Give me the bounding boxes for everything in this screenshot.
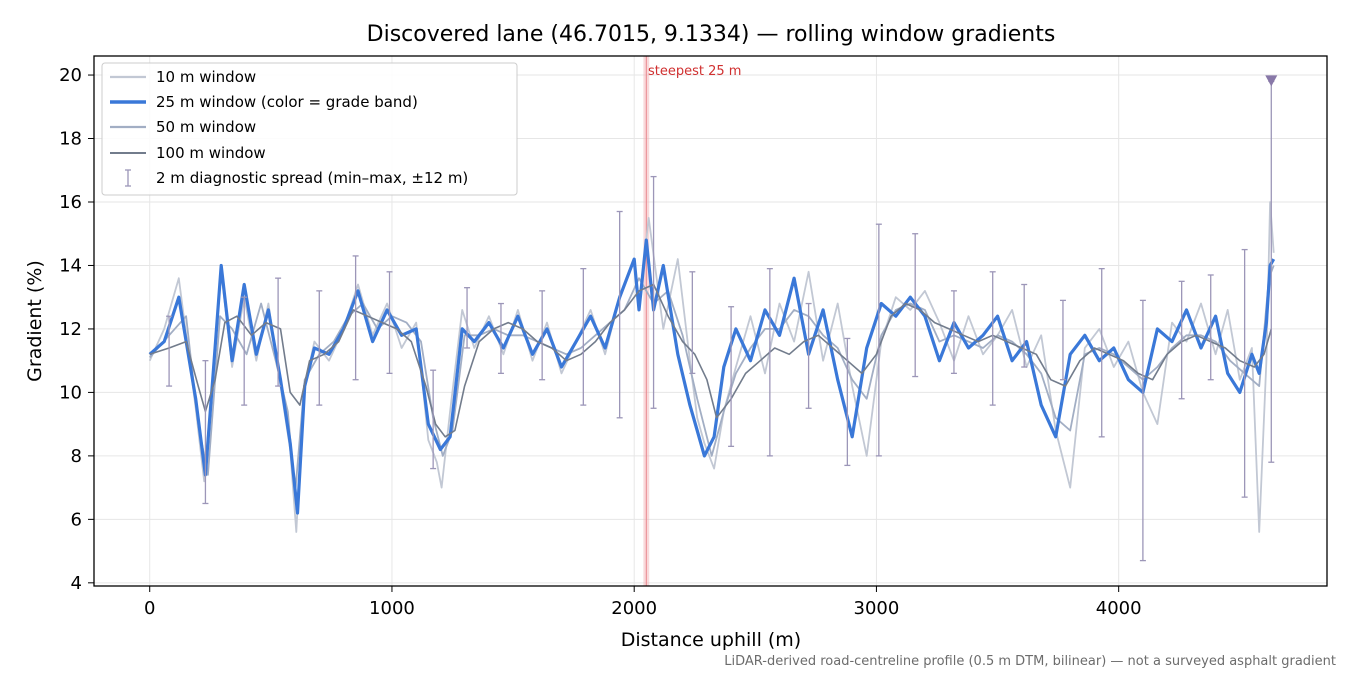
errorbar xyxy=(728,306,735,448)
errorbar xyxy=(580,267,587,406)
errorbar xyxy=(1241,248,1248,498)
errorbar xyxy=(989,271,996,406)
errorbar xyxy=(1059,299,1066,381)
legend-label: 50 m window xyxy=(156,118,256,136)
peak-marker xyxy=(1265,75,1278,87)
y-tick-label: 12 xyxy=(59,319,82,340)
errorbar xyxy=(875,223,882,457)
y-tick-label: 10 xyxy=(59,382,82,403)
errorbar xyxy=(1139,299,1146,562)
steepest-band xyxy=(643,56,650,586)
errorbar xyxy=(275,277,282,387)
errorbar xyxy=(352,255,359,381)
errorbar xyxy=(766,267,773,457)
errorbar xyxy=(1098,267,1105,438)
x-tick-label: 1000 xyxy=(369,598,415,619)
y-tick-label: 4 xyxy=(71,573,82,594)
y-tick-label: 18 xyxy=(59,129,82,150)
x-tick-label: 4000 xyxy=(1096,598,1142,619)
errorbar xyxy=(1021,283,1028,368)
y-axis-ticks: 4 6 8 10 12 14 16 18 20 xyxy=(59,65,94,594)
legend-swatch xyxy=(125,169,131,187)
series-line-1 xyxy=(148,201,1275,533)
legend: 10 m window 25 m window (color = grade ba… xyxy=(101,62,518,196)
footnote: LiDAR-derived road-centreline profile (0… xyxy=(724,654,1336,669)
errorbar xyxy=(950,290,957,375)
y-tick-label: 8 xyxy=(71,446,82,467)
errorbar xyxy=(497,302,504,375)
x-axis-ticks: 0 1000 2000 3000 4000 xyxy=(144,586,1142,619)
series-layer xyxy=(148,201,1276,533)
errorbar-layer xyxy=(166,80,1275,562)
gridlines xyxy=(94,56,1327,586)
errorbar xyxy=(844,337,851,467)
errorbar xyxy=(430,369,437,470)
y-tick-label: 16 xyxy=(59,192,82,213)
errorbar xyxy=(539,290,546,381)
x-tick-label: 2000 xyxy=(611,598,657,619)
steepest-label: steepest 25 m xyxy=(648,64,741,79)
errorbar xyxy=(386,271,393,375)
y-tick-label: 6 xyxy=(71,509,82,530)
x-axis-label: Distance uphill (m) xyxy=(621,629,801,651)
errorbar xyxy=(202,360,209,505)
legend-label: 10 m window xyxy=(156,68,256,86)
y-tick-label: 14 xyxy=(59,255,82,276)
legend-label: 100 m window xyxy=(156,144,266,162)
legend-label: 2 m diagnostic spread (min–max, ±12 m) xyxy=(156,169,468,187)
errorbar xyxy=(689,271,696,375)
series-line-3 xyxy=(149,265,1275,495)
x-tick-label: 0 xyxy=(144,598,155,619)
legend-label: 25 m window (color = grade band) xyxy=(156,93,418,111)
errorbar xyxy=(805,302,812,409)
series-line-4 xyxy=(149,283,1273,438)
errorbar xyxy=(912,233,919,378)
series-line-2 xyxy=(148,238,1276,515)
errorbar xyxy=(1178,280,1185,400)
errorbar xyxy=(166,315,173,387)
y-tick-label: 20 xyxy=(59,65,82,86)
marker-layer xyxy=(1265,75,1278,87)
errorbar xyxy=(316,290,323,406)
chart-title: Discovered lane (46.7015, 9.1334) — roll… xyxy=(367,22,1056,47)
x-tick-label: 3000 xyxy=(854,598,900,619)
errorbar xyxy=(616,210,623,419)
errorbar xyxy=(464,287,471,349)
legend-frame xyxy=(101,62,518,196)
y-axis-label: Gradient (%) xyxy=(24,260,46,382)
errorbar xyxy=(1207,274,1214,381)
errorbar xyxy=(650,175,657,409)
plot-frame xyxy=(93,55,1328,587)
errorbar xyxy=(241,296,248,406)
